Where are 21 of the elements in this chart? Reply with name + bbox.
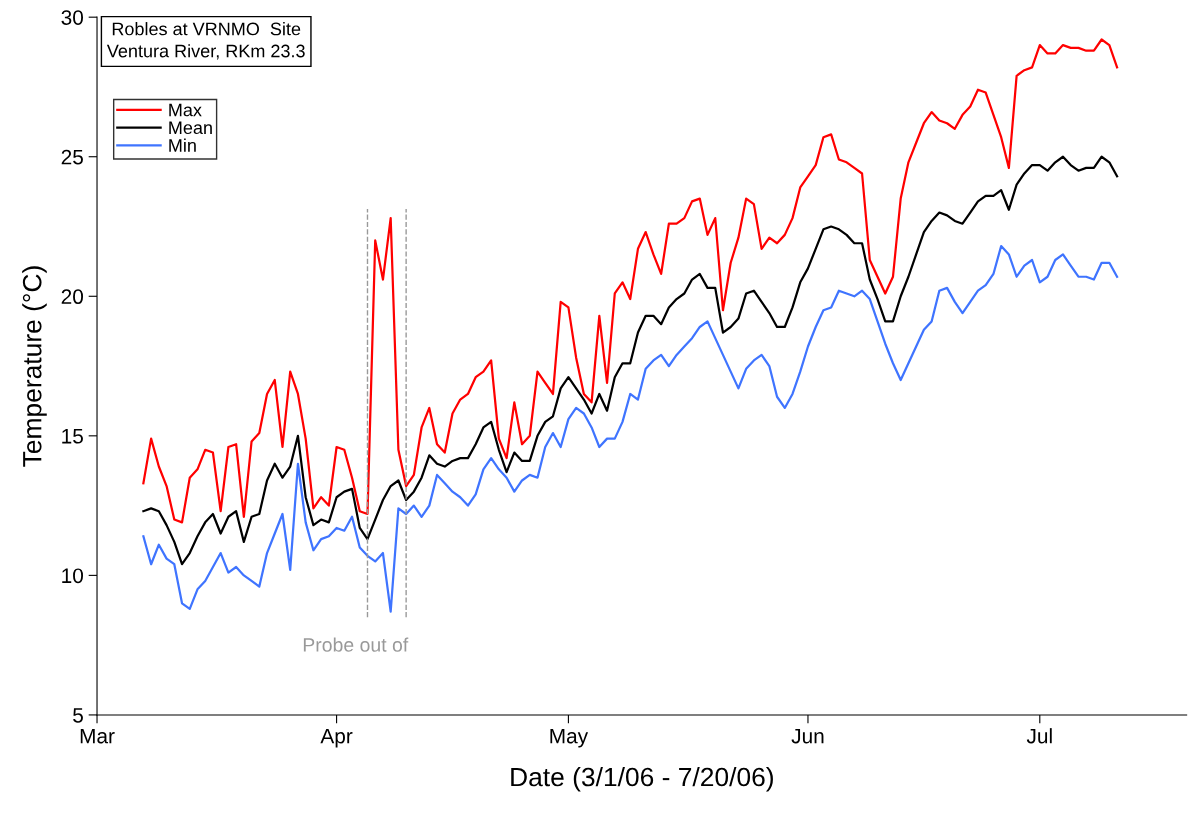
chart-title: Robles at VRNMO Site [112, 22, 301, 36]
y-tick-label: 5 [73, 708, 83, 723]
x-tick-label: Jun [791, 728, 824, 744]
x-tick-label: Mar [80, 728, 115, 744]
y-axis-title: Temperature (°C) [22, 266, 47, 467]
annotation: Probe out of [303, 637, 409, 652]
x-tick-label: May [550, 728, 589, 748]
x-axis-title: Date (3/1/06 - 7/20/06) [511, 766, 773, 792]
y-tick-label: 25 [61, 149, 83, 165]
y-tick-label: 10 [62, 568, 84, 584]
legend-label: Min [169, 138, 196, 152]
y-tick-label: 30 [61, 10, 84, 25]
y-tick-label: 20 [61, 289, 84, 305]
legend-label: Mean [169, 121, 212, 135]
text: Ventura River, RKm 23.3 [106, 44, 305, 60]
line-series [142, 155, 1119, 566]
y-tick-label: 15 [62, 429, 83, 444]
x-tick-label: Jul [1026, 728, 1052, 744]
legend-label: Max [169, 103, 202, 117]
line-series [142, 244, 1119, 613]
x-tick-label: Apr [320, 728, 353, 748]
